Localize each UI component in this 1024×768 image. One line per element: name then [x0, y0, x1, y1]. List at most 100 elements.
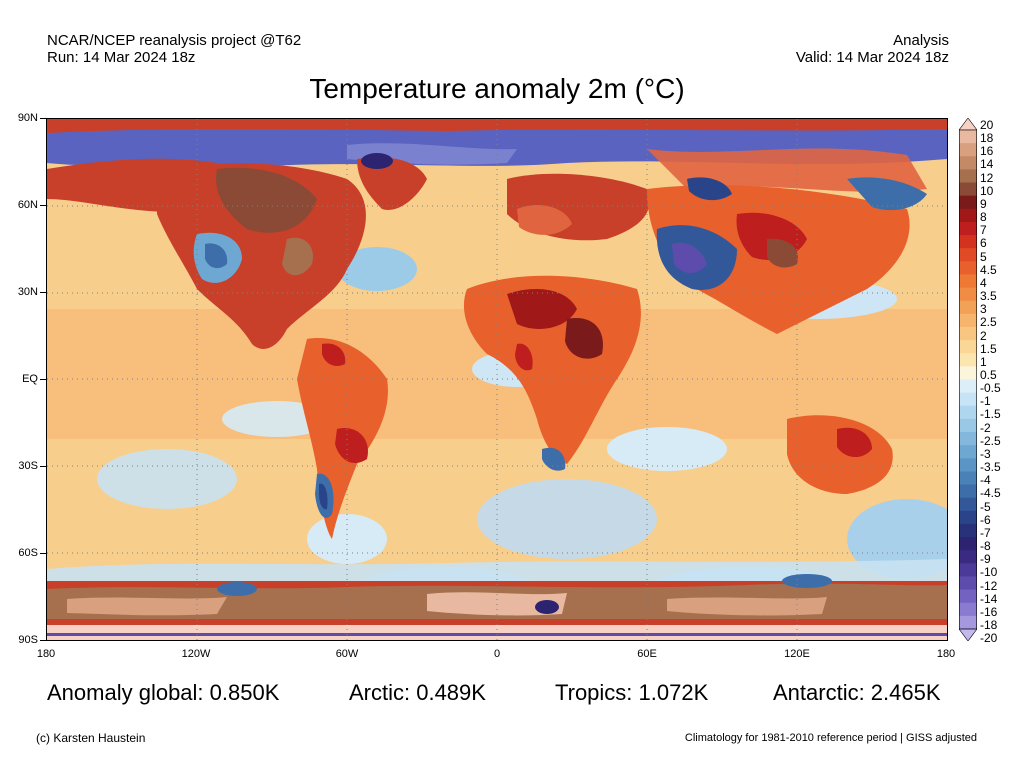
lon-label-180e: 180: [936, 648, 956, 660]
antarctic-stat: Antarctic: 2.465K: [773, 680, 941, 705]
temperature-anomaly-map: [46, 118, 948, 641]
lat-label-30s: 30S: [18, 460, 38, 472]
colorbar-swatch: [959, 432, 977, 446]
lon-label-60w: 60W: [335, 648, 359, 660]
colorbar-swatch: [959, 235, 977, 249]
colorbar-swatch: [959, 379, 977, 394]
colorbar-swatch: [959, 221, 977, 236]
colorbar-tick-label: -3: [980, 446, 991, 461]
run-label: Run: 14 Mar 2024 18z: [47, 49, 196, 66]
colorbar-swatch: [959, 169, 977, 184]
colorbar-tick-label: -16: [980, 604, 998, 619]
analysis-label: Analysis: [893, 32, 949, 49]
colorbar-tick-label: -3.5: [980, 460, 1001, 475]
lat-label-90n: 90N: [17, 112, 38, 124]
colorbar-tick-label: -9: [980, 552, 991, 567]
colorbar-tick-label: 20: [980, 118, 994, 132]
lat-tick: [40, 466, 46, 467]
colorbar-tick-label: 3: [980, 302, 987, 317]
colorbar-swatch: [959, 300, 977, 315]
colorbar-swatch: [959, 287, 977, 302]
colorbar-swatch: [959, 550, 977, 564]
colorbar-tick-label: 0.5: [980, 368, 997, 382]
colorbar-swatch: [959, 208, 977, 223]
map-title: Temperature anomaly 2m (°C): [309, 73, 685, 104]
colorbar-swatch: [959, 589, 977, 604]
colorbar-swatch: [959, 576, 977, 591]
colorbar-swatch: [959, 340, 977, 354]
colorbar-swatch: [959, 274, 977, 289]
lat-label-30n: 30N: [17, 286, 38, 298]
colorbar-tick-label: -0.5: [980, 381, 1001, 396]
colorbar-tick-label: -6: [980, 512, 991, 527]
colorbar-tick-label: -10: [980, 565, 998, 580]
colorbar-tick-label: 9: [980, 196, 987, 211]
colorbar-tick-label: -5: [980, 499, 991, 514]
lat-tick: [40, 118, 46, 119]
colorbar-swatch: [959, 143, 977, 157]
lat-label-90s: 90S: [18, 634, 38, 646]
colorbar-swatch: [959, 156, 977, 170]
colorbar-swatch: [959, 248, 977, 262]
colorbar-swatch: [959, 458, 977, 472]
colorbar-tick-label: -14: [980, 591, 998, 606]
colorbar-swatch: [959, 484, 977, 499]
colorbar-swatch: [959, 510, 977, 525]
colorbar-swatch: [959, 497, 977, 512]
lon-label-120w: 120W: [181, 648, 211, 660]
colorbar-swatch: [959, 471, 977, 486]
colorbar-tick-label: 10: [980, 183, 994, 198]
colorbar-tick-label: 18: [980, 131, 994, 146]
lon-label-120e: 120E: [784, 648, 810, 660]
lat-label-eq: EQ: [22, 373, 38, 385]
colorbar-tick-label: 7: [980, 223, 987, 238]
colorbar-tick-label: 1: [980, 354, 987, 369]
colorbar-tick-label: -7: [980, 525, 991, 540]
colorbar-tick-label: 4: [980, 275, 987, 290]
climatology-label: Climatology for 1981-2010 reference peri…: [684, 732, 977, 744]
colorbar-tick-label: 12: [980, 170, 994, 185]
lat-label-60s: 60S: [18, 547, 38, 559]
colorbar-tick-label: -12: [980, 578, 998, 593]
colorbar-tick-label: 2: [980, 328, 987, 343]
colorbar-swatch: [959, 326, 977, 341]
valid-label: Valid: 14 Mar 2024 18z: [795, 49, 949, 66]
colorbar-tick-label: -8: [980, 539, 991, 554]
colorbar-swatch: [959, 366, 977, 380]
colorbar-swatch: [959, 182, 977, 197]
colorbar-tick-label: 14: [980, 157, 994, 172]
colorbar-swatch: [959, 130, 977, 144]
lat-tick: [40, 379, 46, 380]
lat-tick: [40, 553, 46, 554]
colorbar-swatch: [959, 563, 977, 577]
lat-tick: [40, 640, 46, 641]
colorbar-tick-label: -1.5: [980, 407, 1001, 422]
tropics-stat: Tropics: 1.072K: [555, 680, 709, 705]
lat-tick: [40, 205, 46, 206]
colorbar-bottom-arrow: [959, 628, 977, 641]
colorbar-tick-label: -2.5: [980, 433, 1001, 448]
colorbar-swatch: [959, 602, 977, 617]
colorbar: [959, 118, 977, 641]
colorbar-swatch: [959, 353, 977, 367]
colorbar-tick-label: -1: [980, 394, 991, 409]
arctic-stat: Arctic: 0.489K: [349, 680, 486, 705]
colorbar-tick-label: 1.5: [980, 341, 997, 356]
colorbar-swatch: [959, 445, 977, 459]
colorbar-swatch: [959, 537, 977, 551]
colorbar-tick-label: 2.5: [980, 315, 997, 330]
colorbar-tick-label: 16: [980, 144, 994, 159]
colorbar-tick-label: 3.5: [980, 289, 997, 304]
colorbar-swatch: [959, 418, 977, 433]
colorbar-swatch: [959, 261, 977, 275]
colorbar-tick-label: 4.5: [980, 262, 997, 277]
colorbar-tick-label: -2: [980, 420, 991, 435]
colorbar-tick-label: 6: [980, 236, 987, 251]
project-label: NCAR/NCEP reanalysis project @T62: [47, 32, 302, 49]
colorbar-swatch: [959, 392, 977, 407]
colorbar-swatch: [959, 523, 977, 538]
colorbar-tick-label: -4: [980, 473, 991, 488]
colorbar-swatch: [959, 615, 977, 630]
colorbar-tick-label: -20: [980, 631, 998, 646]
colorbar-top-arrow: [959, 118, 977, 131]
